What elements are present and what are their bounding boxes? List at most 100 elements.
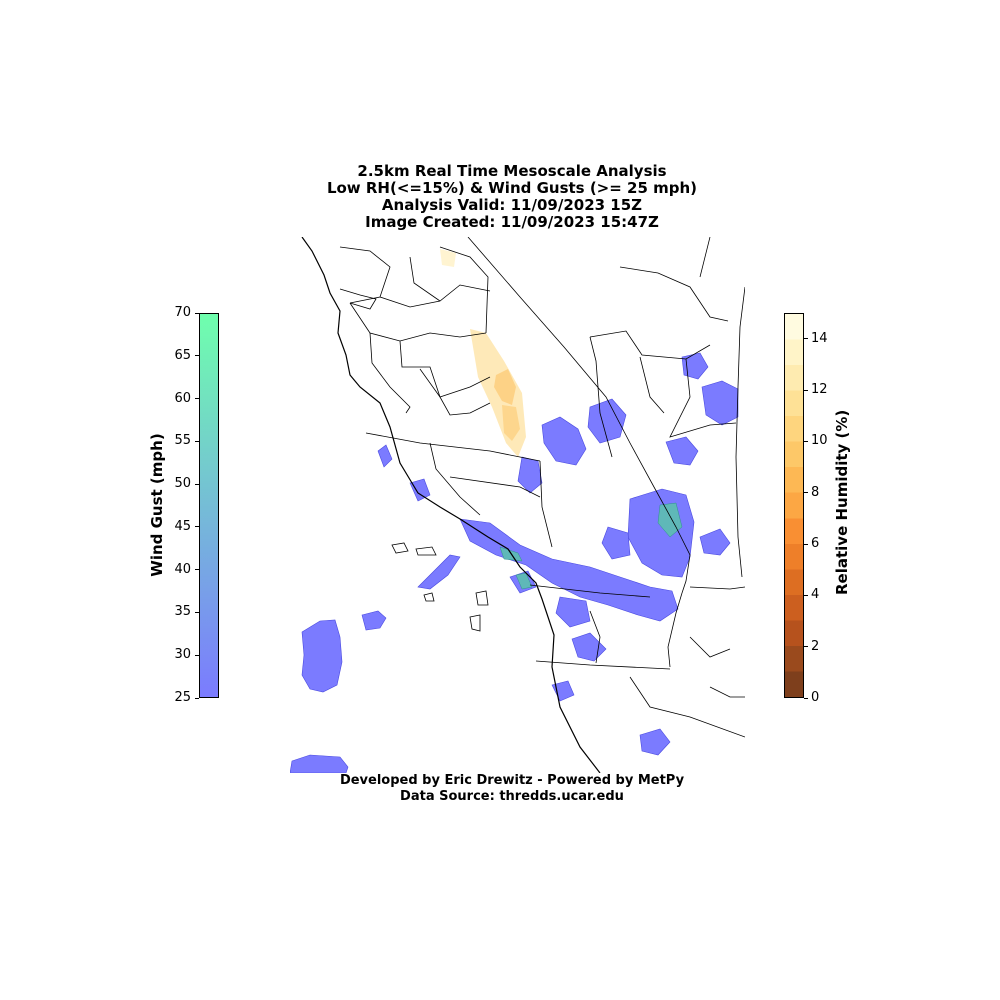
wind-streak-santa-barbara: [417, 554, 461, 590]
colorbar-tick-mark: [195, 611, 199, 613]
wind-blob-sierra-east-2: [587, 398, 627, 444]
colorbar-tick-mark: [195, 312, 199, 314]
colorbar-tick-mark: [195, 569, 199, 571]
norcal-county-a: [339, 246, 391, 304]
wind-blob-coast-south: [409, 478, 431, 502]
colorbar-tick-label: 6: [811, 536, 820, 551]
us-mex-border: [535, 660, 671, 670]
title-line-4: Image Created: 11/09/2023 15:47Z: [365, 213, 659, 231]
title-line-1: 2.5km Real Time Mesoscale Analysis: [357, 162, 667, 180]
norcal-county-b: [379, 284, 491, 308]
wind-blob-mojave-2: [601, 526, 631, 560]
credit-developer: Developed by Eric Drewitz - Powered by M…: [339, 773, 685, 788]
wind-blob-offshore-1: [301, 619, 343, 693]
title-line-2: Low RH(<=15%) & Wind Gusts (>= 25 mph): [326, 179, 698, 197]
colorbar-tick-label: 45: [174, 518, 191, 534]
county-line-2: [429, 442, 481, 516]
colorbar-tick-mark: [804, 646, 808, 648]
colorbar-tick-label: 35: [174, 604, 191, 620]
wind-band-transverse: [459, 518, 679, 622]
wind-gust-colorbar-label: Wind Gust (mph): [148, 433, 166, 577]
county-line-4: [539, 460, 553, 548]
relative-humidity-colorbar-label: Relative Humidity (%): [833, 409, 851, 595]
colorbar-tick-mark: [804, 440, 808, 442]
relative-humidity-fills: [440, 249, 526, 457]
colorbar-tick-mark: [195, 355, 199, 357]
island-4: [475, 590, 489, 606]
norcal-county-f: [369, 332, 411, 414]
colorbar-tick-label: 70: [174, 305, 191, 320]
wind-blob-nv-4: [665, 436, 699, 466]
colorbar-tick-mark: [804, 594, 808, 596]
colorbar-tick-label: 0: [811, 690, 820, 705]
relative-humidity-colorbar: [784, 313, 804, 698]
colorbar-tick-mark: [804, 338, 808, 340]
colorbar-tick-label: 14: [811, 330, 828, 346]
wind-blob-desert-sw: [639, 728, 671, 756]
wind-blob-coast-central: [377, 444, 393, 468]
nv-ut-line: [699, 237, 711, 278]
county-line-10: [639, 356, 665, 414]
colorbar-tick-mark: [804, 492, 808, 494]
colorbar-tick-mark: [195, 483, 199, 485]
credit-data-source: Data Source: thredds.ucar.edu: [400, 789, 624, 804]
colorbar-tick-label: 2: [811, 638, 820, 654]
island-2: [415, 546, 437, 556]
channel-islands: [391, 542, 489, 632]
ca-coastline: [301, 237, 601, 773]
wind-blob-offshore-2: [361, 610, 387, 631]
rh-moist-band: [470, 329, 526, 457]
wind-blob-offshore-3: [290, 754, 349, 773]
norcal-county-h: [409, 256, 441, 302]
norcal-county-g: [419, 368, 491, 416]
wind-blob-sierra-east-1: [541, 416, 587, 466]
colorbar-tick-mark: [195, 526, 199, 528]
county-line-5: [529, 584, 651, 598]
wind-blob-mojave-1: [627, 488, 695, 578]
colorbar-tick-label: 50: [174, 476, 191, 492]
norcal-county-e: [439, 246, 489, 334]
wind-blob-nv-3: [681, 352, 709, 380]
colorbar-tick-label: 60: [174, 390, 191, 406]
county-line-7: [589, 330, 711, 360]
mexico-line: [629, 676, 745, 738]
county-line-8: [589, 336, 613, 458]
bay-area: [339, 288, 377, 310]
norcal-county-c: [349, 302, 487, 342]
county-line-14: [709, 686, 745, 698]
strong-core-coast: [515, 572, 533, 590]
map-area: [290, 237, 745, 773]
island-5: [469, 614, 481, 632]
wind-blob-imperial: [571, 632, 607, 662]
county-line-6: [589, 610, 601, 664]
county-line-12: [689, 586, 745, 590]
rh-moist-north: [440, 249, 456, 267]
colorbar-tick-mark: [195, 654, 199, 656]
county-line-11: [619, 266, 729, 322]
wind-gust-colorbar: [199, 313, 219, 698]
colorbar-tick-mark: [804, 697, 808, 699]
colorbar-tick-mark: [804, 389, 808, 391]
county-line-1: [365, 432, 541, 462]
colorbar-tick-label: 8: [811, 484, 820, 500]
strong-core-mojave: [657, 502, 683, 538]
title-line-3: Analysis Valid: 11/09/2023 15Z: [381, 196, 643, 214]
colorbar-tick-label: 30: [174, 647, 191, 663]
island-1: [391, 542, 409, 554]
colorbar-tick-label: 4: [811, 587, 820, 603]
ca-nv-border: [467, 237, 691, 594]
county-line-13: [689, 636, 731, 658]
ca-az-border: [667, 592, 683, 668]
colorbar-tick-mark: [804, 543, 808, 545]
colorbar-tick-label: 10: [811, 433, 828, 449]
nv-az-border: [735, 286, 745, 578]
wind-blob-nv-2: [699, 528, 731, 556]
norcal-county-d: [399, 340, 491, 398]
county-line-3: [449, 476, 541, 498]
wind-blob-nv-1: [701, 380, 739, 426]
colorbar-tick-mark: [195, 398, 199, 400]
colorbar-tick-label: 65: [174, 347, 191, 363]
county-line-9: [669, 358, 737, 438]
wind-blob-salton: [555, 596, 591, 628]
map-canvas: [290, 237, 745, 773]
